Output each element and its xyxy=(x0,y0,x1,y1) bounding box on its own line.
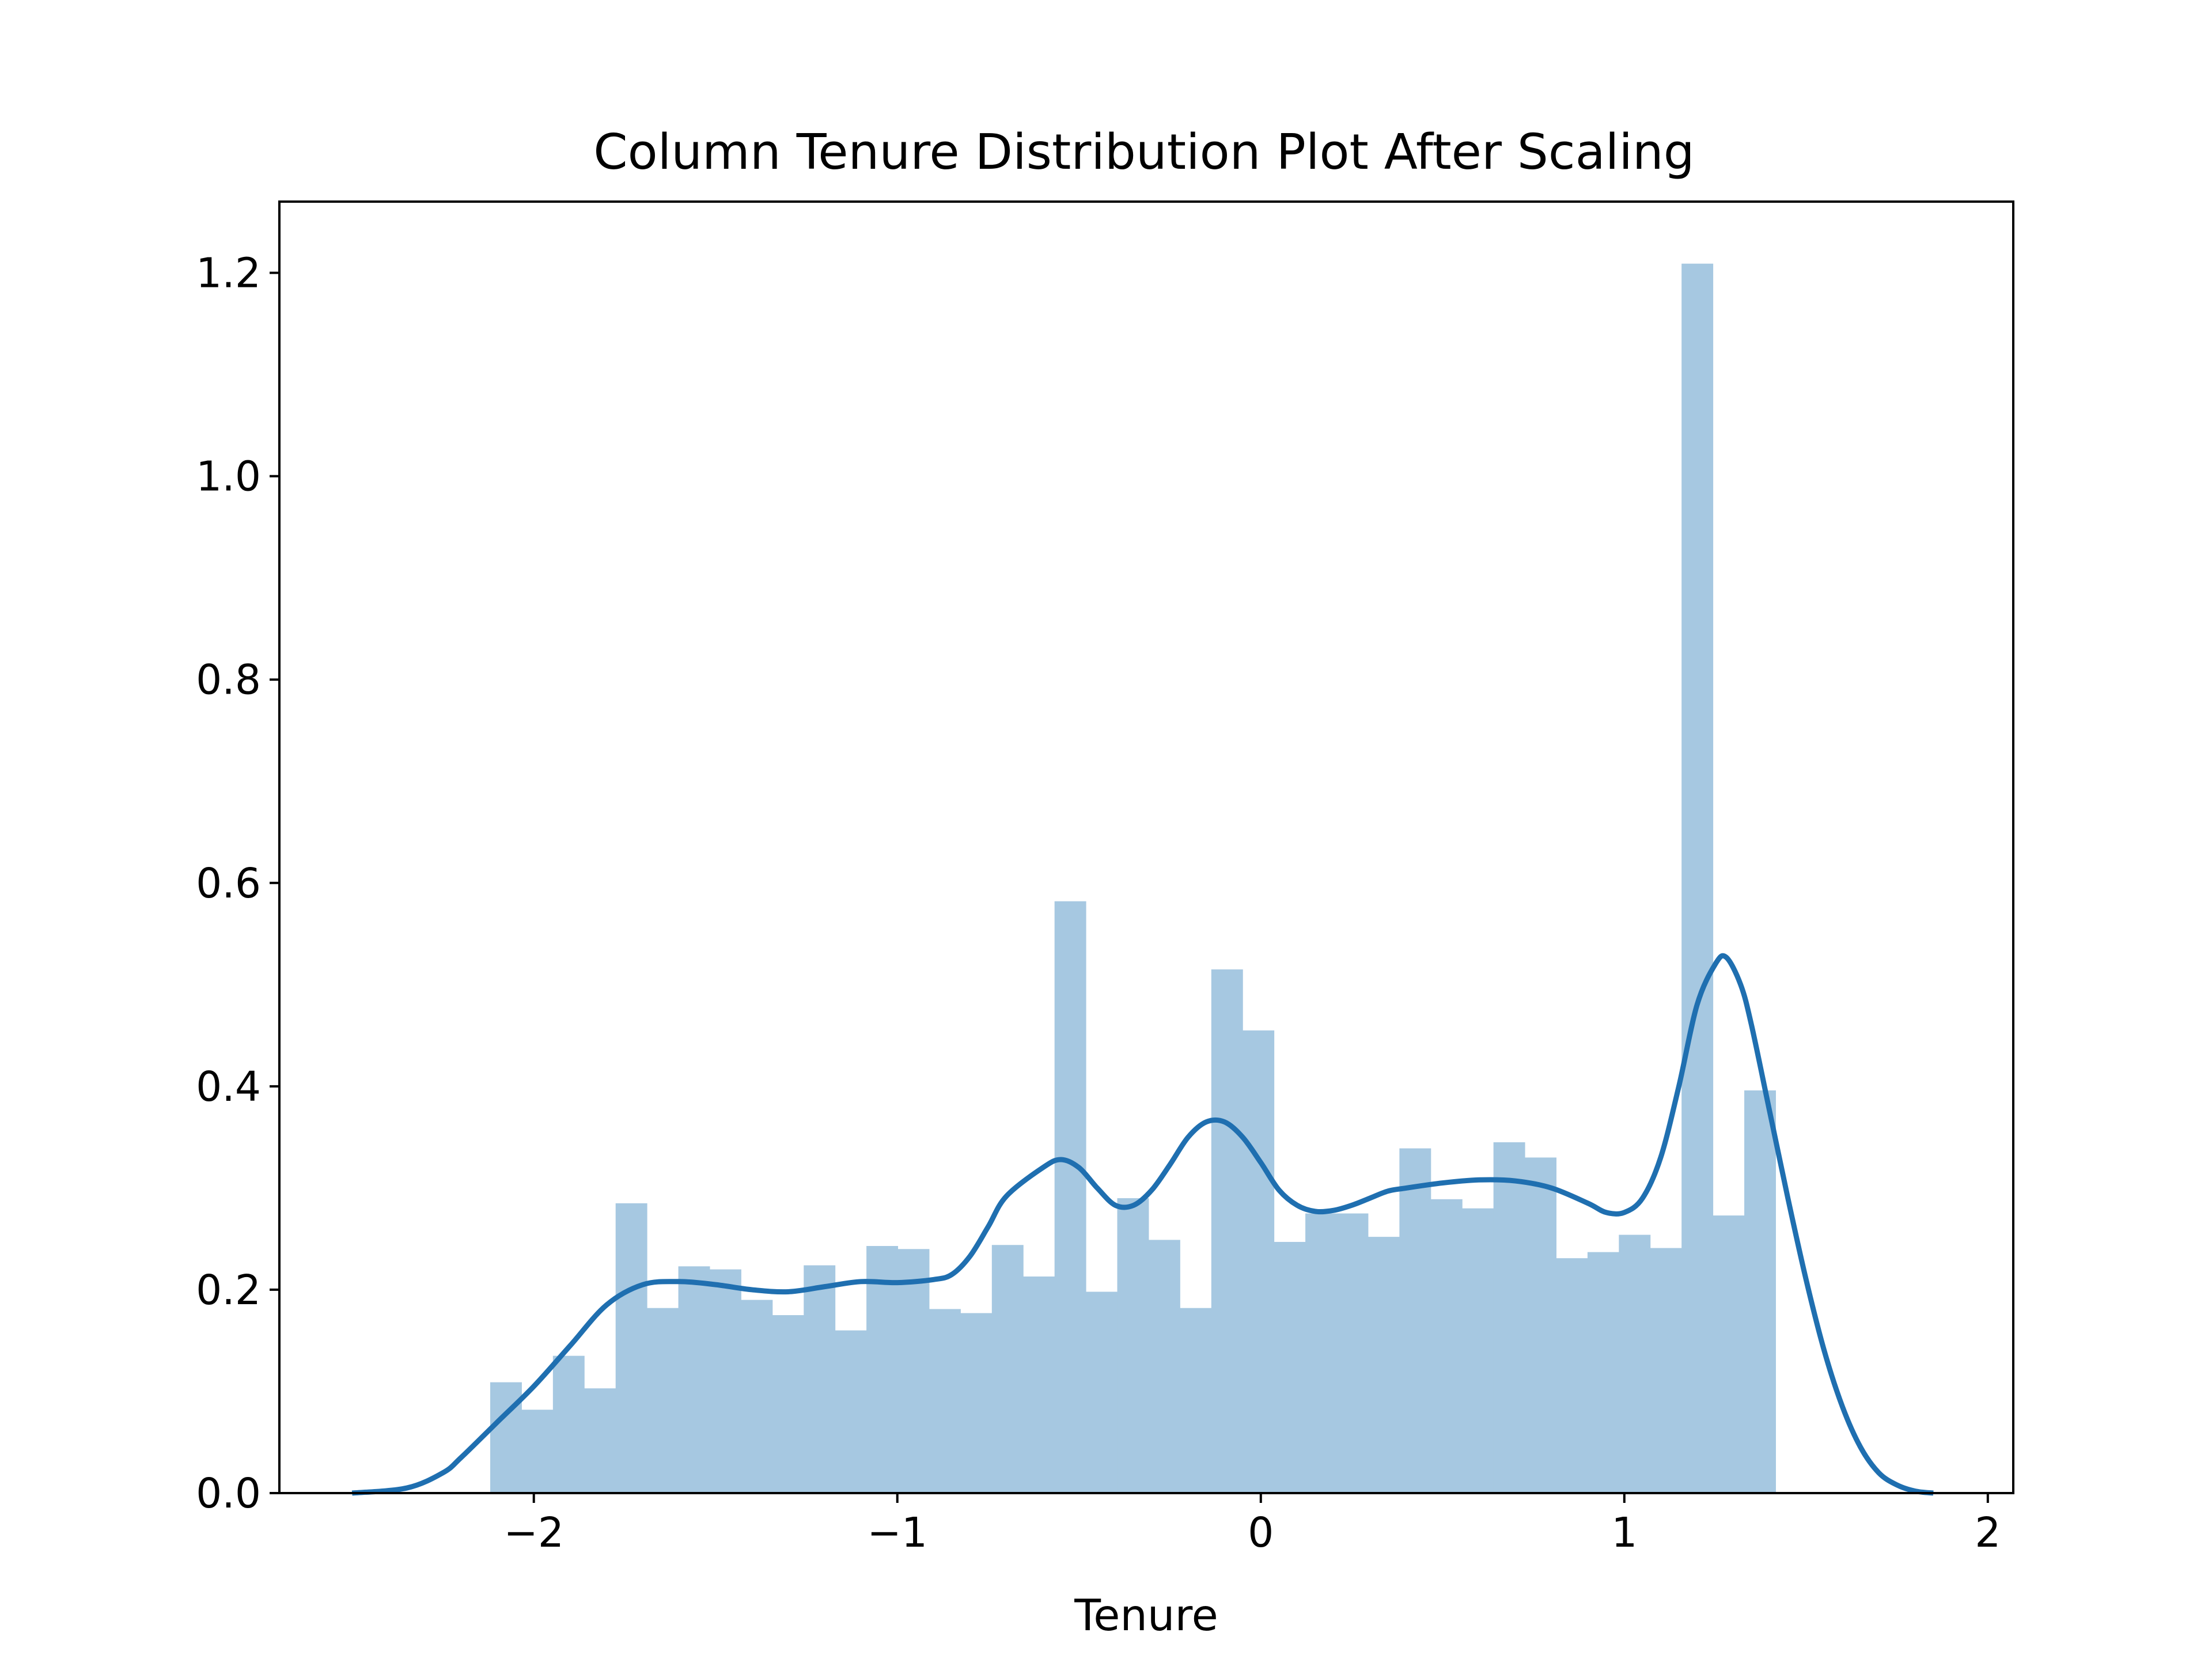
histogram-bar xyxy=(1368,1237,1400,1493)
histogram-bar xyxy=(1148,1240,1180,1493)
histogram-bar xyxy=(897,1249,930,1493)
histogram-bar xyxy=(521,1410,554,1493)
histogram-bar xyxy=(647,1308,679,1493)
histogram-bar xyxy=(1619,1234,1651,1493)
histogram-bar xyxy=(1430,1199,1463,1493)
histogram-bar xyxy=(772,1315,804,1493)
kde-curve xyxy=(351,953,1934,1496)
histogram-bar xyxy=(991,1245,1024,1493)
x-tick-label: 0 xyxy=(1248,1509,1274,1556)
histogram-bar xyxy=(552,1355,585,1493)
histogram-bar xyxy=(1305,1213,1338,1493)
histogram-bar xyxy=(1399,1148,1431,1493)
y-tick-label: 0.0 xyxy=(196,1469,261,1517)
y-tick-label: 0.6 xyxy=(196,859,261,907)
histogram-bar xyxy=(1086,1291,1118,1493)
histogram-bar xyxy=(1274,1241,1306,1493)
y-tick-label: 1.0 xyxy=(196,453,261,501)
histogram-bar xyxy=(1587,1252,1619,1493)
histogram-bar xyxy=(1462,1208,1494,1493)
histogram-bar xyxy=(615,1203,647,1493)
histogram-bar xyxy=(1556,1258,1588,1493)
histogram-bar xyxy=(1681,263,1714,1494)
histogram-bar xyxy=(960,1313,993,1493)
histogram-bar xyxy=(741,1300,773,1493)
y-tick-label: 0.2 xyxy=(196,1266,261,1314)
x-axis-label: Tenure xyxy=(1074,1590,1218,1641)
histogram-bar xyxy=(1180,1308,1212,1493)
y-tick-label: 0.8 xyxy=(196,656,261,704)
y-tick-label: 0.4 xyxy=(196,1063,261,1111)
histogram-bar xyxy=(709,1269,741,1493)
histogram-bar xyxy=(835,1330,867,1493)
histogram-bar xyxy=(929,1309,961,1493)
histogram-bar xyxy=(1023,1276,1055,1493)
histogram-bar xyxy=(1525,1157,1556,1493)
kde-curve-layer xyxy=(351,953,1934,1496)
histogram-bar xyxy=(1243,1030,1275,1493)
y-tick-label: 1.2 xyxy=(196,249,261,297)
histogram-bar xyxy=(1650,1248,1682,1493)
histogram-bar xyxy=(1744,1090,1776,1493)
chart-title: Column Tenure Distribution Plot After Sc… xyxy=(593,124,1695,181)
histogram-bar xyxy=(584,1388,616,1493)
plot-frame xyxy=(278,200,2014,1494)
histogram-bar xyxy=(1117,1198,1149,1493)
x-tick-label: −2 xyxy=(503,1509,564,1556)
histogram-bar xyxy=(866,1246,899,1493)
x-tick-label: 1 xyxy=(1611,1509,1637,1556)
histogram-bar xyxy=(804,1265,836,1493)
y-axis-ticks: 0.0 0.2 0.4 0.6 0.8 1.0 1.2 xyxy=(196,249,279,1517)
histogram-bar xyxy=(1054,901,1086,1493)
histogram-bar xyxy=(490,1382,522,1493)
histogram-bars xyxy=(490,263,1776,1494)
histogram-bar xyxy=(1713,1215,1745,1493)
x-axis-ticks: −2 −1 0 1 2 xyxy=(503,1493,2001,1556)
histogram-bar xyxy=(1211,969,1243,1493)
histogram-bar xyxy=(1493,1142,1525,1493)
histogram-bar xyxy=(1336,1213,1369,1493)
x-tick-label: −1 xyxy=(867,1509,927,1556)
histogram-bar xyxy=(678,1266,710,1493)
x-tick-label: 2 xyxy=(1975,1509,2001,1556)
